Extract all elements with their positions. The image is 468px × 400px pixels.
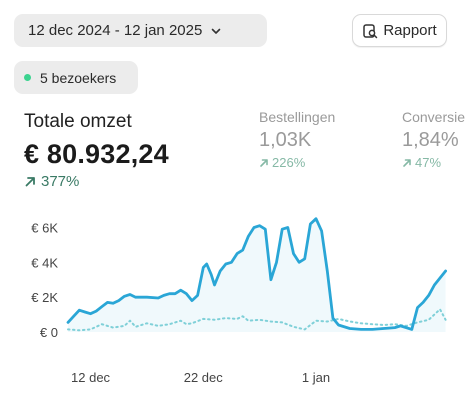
orders-change-value: 226% <box>272 155 306 170</box>
report-search-icon <box>363 23 378 38</box>
total-revenue-change-value: 377% <box>41 173 80 190</box>
chevron-down-icon <box>212 28 221 34</box>
live-status-dot <box>24 74 31 81</box>
orders-value: 1,03K <box>259 129 312 151</box>
conversion-change: 47% <box>402 155 465 170</box>
y-tick-label: € 0 <box>40 325 58 340</box>
arrow-up-right-icon <box>403 158 411 167</box>
y-tick-label: € 4K <box>31 255 58 270</box>
date-range-label: 12 dec 2024 - 12 jan 2025 <box>28 22 203 39</box>
y-tick-label: € 6K <box>31 220 58 235</box>
arrow-up-right-icon <box>25 177 35 187</box>
orders-label: Bestellingen <box>259 109 336 125</box>
x-tick-label: 1 jan <box>302 370 330 385</box>
orders-change: 226% <box>259 155 335 170</box>
x-tick-label: 22 dec <box>184 370 224 385</box>
y-tick-label: € 2K <box>31 290 58 305</box>
report-button-label: Rapport <box>383 22 437 39</box>
conversion-label: Conversie <box>402 109 466 125</box>
report-button[interactable]: Rapport <box>352 14 447 47</box>
x-tick-label: 12 dec <box>71 370 111 385</box>
conversion-metric[interactable]: Conversie 1,84% 47% <box>402 109 465 170</box>
conversion-value: 1,84% <box>402 129 459 151</box>
visitors-badge[interactable]: 5 bezoekers <box>14 61 138 94</box>
arrow-up-right-icon <box>260 158 268 167</box>
series-area <box>68 218 446 332</box>
date-range-picker[interactable]: 12 dec 2024 - 12 jan 2025 <box>14 14 267 47</box>
total-revenue-label: Totale omzet <box>24 111 132 132</box>
total-revenue-change: 377% <box>24 173 79 190</box>
visitors-label: 5 bezoekers <box>40 69 117 86</box>
total-revenue-value: € 80.932,24 <box>24 139 169 169</box>
conversion-change-value: 47% <box>415 155 442 170</box>
comparison-series-line <box>67 308 447 332</box>
revenue-series-line <box>66 217 447 331</box>
orders-metric[interactable]: Bestellingen 1,03K 226% <box>259 109 335 170</box>
revenue-chart[interactable]: € 6K € 4K € 2K € 0 12 dec 22 dec 1 jan <box>0 205 468 400</box>
